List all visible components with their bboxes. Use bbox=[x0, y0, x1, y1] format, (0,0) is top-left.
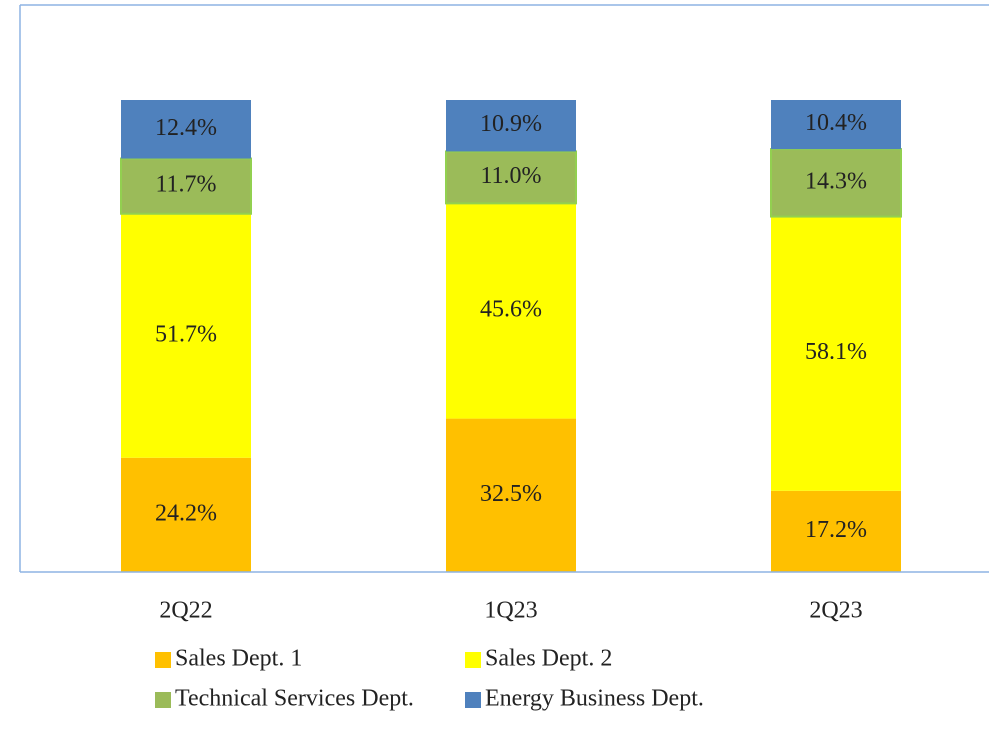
legend-swatch bbox=[465, 652, 481, 668]
data-label: 11.7% bbox=[155, 172, 216, 198]
bar-segment bbox=[121, 457, 251, 572]
bar-segment bbox=[445, 150, 577, 205]
bar-segment bbox=[446, 100, 576, 152]
data-label: 58.1% bbox=[805, 339, 867, 365]
legend-label: Sales Dept. 1 bbox=[175, 646, 302, 672]
bar-segment bbox=[446, 203, 576, 419]
data-label: 11.0% bbox=[480, 163, 541, 189]
data-label: 17.2% bbox=[805, 517, 867, 543]
bar-segment bbox=[771, 216, 901, 491]
data-label: 51.7% bbox=[155, 321, 217, 347]
bar-segment bbox=[770, 148, 902, 218]
data-label: 14.3% bbox=[805, 168, 867, 194]
x-tick-label: 1Q23 bbox=[484, 598, 537, 624]
legend-swatch bbox=[155, 692, 171, 708]
data-label: 45.6% bbox=[480, 296, 542, 322]
bar-segment bbox=[121, 213, 251, 458]
bar-segment bbox=[120, 157, 252, 215]
data-label: 32.5% bbox=[480, 481, 542, 507]
legend-swatch bbox=[155, 652, 171, 668]
data-label: 10.4% bbox=[805, 110, 867, 136]
data-label: 24.2% bbox=[155, 500, 217, 526]
legend-label: Technical Services Dept. bbox=[175, 686, 414, 712]
data-label: 12.4% bbox=[155, 115, 217, 141]
bar-segment bbox=[446, 418, 576, 572]
legend-label: Energy Business Dept. bbox=[485, 686, 704, 712]
legend-swatch bbox=[465, 692, 481, 708]
x-tick-label: 2Q22 bbox=[159, 598, 212, 624]
bar-segment bbox=[771, 100, 901, 150]
legend-label: Sales Dept. 2 bbox=[485, 646, 612, 672]
bar-segment bbox=[121, 100, 251, 159]
x-tick-label: 2Q23 bbox=[809, 598, 862, 624]
bar-segment bbox=[771, 490, 901, 572]
data-label: 10.9% bbox=[480, 111, 542, 137]
